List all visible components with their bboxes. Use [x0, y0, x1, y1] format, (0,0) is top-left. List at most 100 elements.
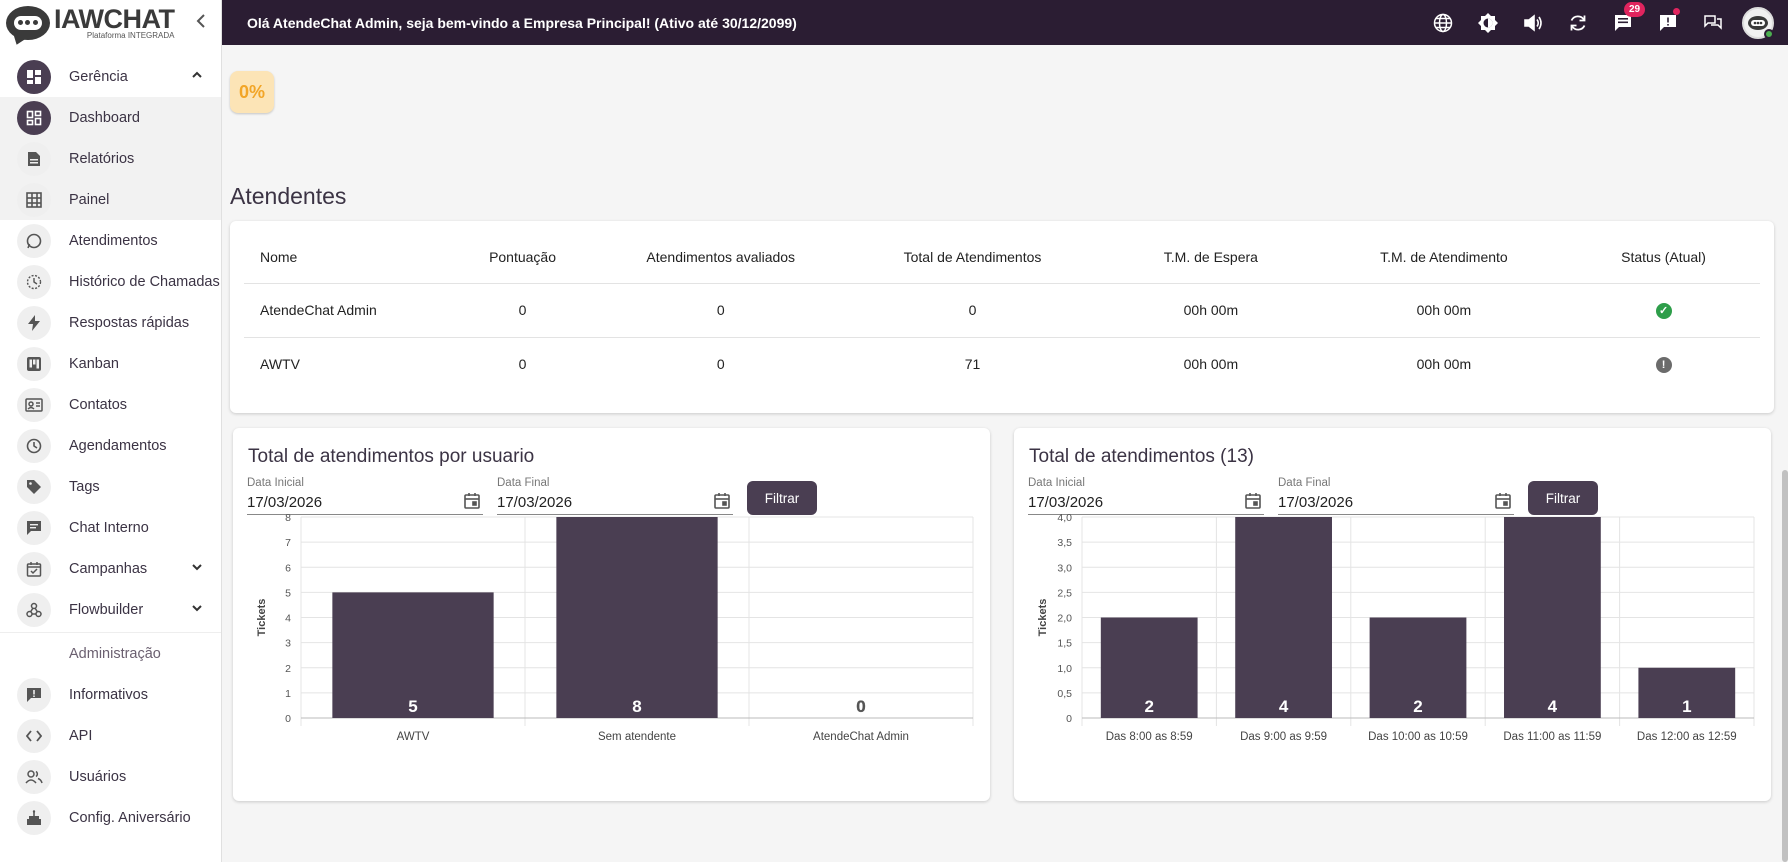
y-tick-label: 2,5	[1057, 587, 1072, 599]
date-end-field[interactable]: Data Final 17/03/2026	[497, 477, 733, 515]
sidebar-item-label: Informativos	[69, 686, 148, 703]
field-label: Data Final	[1278, 477, 1331, 489]
sidebar-item-respostas-rapidas[interactable]: Respostas rápidas	[0, 302, 221, 343]
chart-card-total: Total de atendimentos (13) Data Inicial …	[1014, 428, 1771, 801]
calendar-icon[interactable]	[1494, 492, 1512, 515]
y-tick-label: 4,0	[1057, 512, 1072, 524]
collapse-sidebar-icon[interactable]	[195, 12, 207, 33]
alert-circle-icon: !	[1655, 357, 1672, 374]
sidebar-item-label: Campanhas	[69, 560, 148, 577]
date-start-field[interactable]: Data Inicial 17/03/2026	[247, 477, 483, 515]
cell-status: ✓	[1567, 283, 1760, 338]
sidebar-item-painel[interactable]: Painel	[0, 179, 221, 220]
bar-value-label: 5	[408, 697, 417, 716]
y-tick-label: 5	[285, 587, 291, 599]
sidebar-item-label: Chat Interno	[69, 519, 149, 536]
sidebar-item-agendamentos[interactable]: Agendamentos	[0, 425, 221, 466]
field-value[interactable]: 17/03/2026	[247, 494, 323, 511]
main-content: 0% Atendentes Nome Pontuação Atendimento…	[226, 45, 1782, 862]
sidebar-item-label: Relatórios	[69, 150, 135, 167]
users-icon	[17, 759, 51, 794]
cell-status: !	[1567, 337, 1760, 391]
calendar-icon[interactable]	[463, 492, 481, 515]
volume-icon[interactable]	[1510, 0, 1555, 45]
sidebar-item-atendimentos[interactable]: Atendimentos	[0, 220, 221, 261]
sidebar-group-gerencia[interactable]: Gerência	[0, 56, 221, 97]
code-icon	[17, 718, 51, 753]
field-label: Data Inicial	[247, 477, 304, 489]
sidebar-item-historico[interactable]: Histórico de Chamadas	[0, 261, 221, 302]
sidebar-item-flowbuilder[interactable]: Flowbuilder	[0, 589, 221, 630]
y-tick-label: 2	[285, 663, 291, 675]
sidebar-group-label: Gerência	[69, 68, 128, 85]
sidebar-item-usuarios[interactable]: Usuários	[0, 756, 221, 797]
sidebar-item-label: Histórico de Chamadas	[69, 273, 220, 290]
sidebar-item-config-aniversario[interactable]: Config. Aniversário	[0, 797, 221, 838]
sidebar-item-informativos[interactable]: Informativos	[0, 674, 221, 715]
chevron-down-icon[interactable]	[191, 560, 203, 578]
x-tick-label: AtendeChat Admin	[813, 731, 909, 743]
filter-button[interactable]: Filtrar	[1528, 481, 1598, 515]
sidebar-item-kanban[interactable]: Kanban	[0, 343, 221, 384]
announcements-icon[interactable]	[1645, 0, 1690, 45]
logo: IAWCHAT Plataforma INTEGRADA	[0, 0, 221, 45]
bar	[332, 592, 494, 718]
sidebar-item-label: Dashboard	[69, 109, 140, 126]
sidebar-item-relatorios[interactable]: Relatórios	[0, 138, 221, 179]
chart-title: Total de atendimentos por usuario	[248, 446, 535, 467]
page-scrollbar[interactable]	[1782, 470, 1788, 862]
sidebar-item-label: API	[69, 727, 93, 744]
sidebar-item-label: Painel	[69, 191, 110, 208]
whatsapp-icon	[17, 223, 51, 258]
y-tick-label: 4	[285, 613, 291, 625]
sidebar: IAWCHAT Plataforma INTEGRADA Gerência Da…	[0, 0, 222, 862]
bar-value-label: 2	[1413, 697, 1422, 716]
calendar-icon[interactable]	[1244, 492, 1262, 515]
cell-pontuacao: 0	[518, 356, 527, 373]
brightness-icon[interactable]	[1465, 0, 1510, 45]
x-tick-label: Das 10:00 as 10:59	[1368, 731, 1468, 743]
cell-espera: 00h 00m	[1101, 283, 1321, 338]
field-value[interactable]: 17/03/2026	[1028, 494, 1104, 511]
date-end-field[interactable]: Data Final 17/03/2026	[1278, 477, 1514, 515]
field-value[interactable]: 17/03/2026	[497, 494, 573, 511]
date-start-field[interactable]: Data Inicial 17/03/2026	[1028, 477, 1264, 515]
filter-button[interactable]: Filtrar	[747, 481, 817, 515]
user-avatar[interactable]	[1735, 0, 1780, 45]
refresh-icon[interactable]	[1555, 0, 1600, 45]
cell-nome: AtendeChat Admin	[244, 283, 448, 338]
messages-icon[interactable]: 29	[1600, 0, 1646, 45]
sidebar-item-campanhas[interactable]: Campanhas	[0, 548, 221, 589]
document-icon	[17, 141, 51, 176]
y-tick-label: 6	[285, 562, 291, 574]
x-tick-label: AWTV	[397, 731, 430, 743]
bar-value-label: 1	[1682, 697, 1691, 716]
flow-icon	[17, 592, 51, 627]
bar	[1369, 617, 1467, 718]
dashboard-grid-icon	[17, 100, 51, 135]
table-header-row: Nome Pontuação Atendimentos avaliados To…	[244, 231, 1760, 284]
chevron-up-icon[interactable]	[191, 68, 203, 86]
sidebar-item-chat-interno[interactable]: Chat Interno	[0, 507, 221, 548]
globe-icon[interactable]	[1420, 0, 1465, 45]
logo-chat-icon	[6, 5, 50, 40]
field-value[interactable]: 17/03/2026	[1278, 494, 1354, 511]
sidebar-item-api[interactable]: API	[0, 715, 221, 756]
sidebar-item-contatos[interactable]: Contatos	[0, 384, 221, 425]
field-label: Data Final	[497, 477, 550, 489]
calendar-icon[interactable]	[713, 492, 731, 515]
cell-total: 71	[964, 356, 981, 373]
bar	[1638, 667, 1736, 718]
cell-total: 0	[843, 283, 1102, 338]
bar	[556, 517, 718, 718]
lightning-icon	[17, 305, 51, 340]
sidebar-item-dashboard[interactable]: Dashboard	[0, 97, 221, 138]
sidebar-item-label: Config. Aniversário	[69, 809, 191, 826]
chat-bubbles-icon[interactable]	[1690, 0, 1735, 45]
y-tick-label: 0,5	[1057, 688, 1072, 700]
x-tick-label: Das 11:00 as 11:59	[1503, 731, 1601, 743]
x-tick-label: Das 9:00 as 9:59	[1240, 731, 1327, 743]
field-label: Data Inicial	[1028, 477, 1085, 489]
chevron-down-icon[interactable]	[191, 601, 203, 619]
sidebar-item-tags[interactable]: Tags	[0, 466, 221, 507]
